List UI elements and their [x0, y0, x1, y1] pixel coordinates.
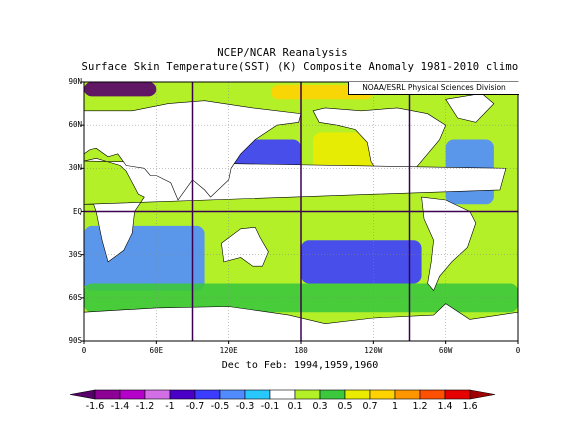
colorbar-swatch [319, 389, 346, 400]
colorbar-label: 0.3 [312, 401, 328, 412]
colorbar-swatch [344, 389, 371, 400]
colorbar-swatch [69, 389, 96, 400]
anomaly-region [84, 82, 157, 97]
date-caption: Dec to Feb: 1994,1959,1960 [221, 360, 379, 371]
lon-tick-label: 180 [294, 346, 308, 355]
lat-tick-label: 30S [68, 249, 82, 259]
colorbar-swatch [394, 389, 421, 400]
lat-tick-label: 90S [68, 336, 82, 345]
tick-marks [81, 81, 519, 344]
lon-tick-label: 0 [515, 346, 521, 355]
anomaly-region [301, 240, 422, 284]
credit-label: NOAA/ESRL Physical Sciences Division [348, 82, 519, 95]
lat-tick-label: 90N [68, 77, 82, 86]
colorbar-label: -0.5 [210, 401, 230, 412]
colorbar-label: -1.6 [85, 401, 105, 412]
lat-tick-label: EQ [72, 206, 82, 216]
colorbar-swatch [244, 389, 271, 400]
colorbar-label: -1 [165, 401, 175, 412]
colorbar-swatch [144, 389, 171, 400]
lat-tick-label: 30N [68, 163, 82, 173]
colorbar-swatch [369, 389, 396, 400]
colorbar-label: 1 [391, 401, 399, 412]
anomaly-region [270, 84, 374, 100]
colorbar-swatch [169, 389, 196, 400]
colorbar-swatch [294, 389, 321, 400]
lon-tick-label: 60E [149, 346, 164, 355]
colorbar-label: -0.1 [260, 401, 280, 412]
colorbar-swatch [119, 389, 146, 400]
lat-tick-label: 60N [68, 120, 82, 130]
colorbar-label: 0.5 [337, 401, 353, 412]
lon-tick-label: 120E [219, 346, 238, 355]
colorbar-label: 1.4 [437, 401, 453, 412]
colorbar-swatch [269, 389, 296, 400]
colorbar-label: 0.1 [287, 401, 303, 412]
colorbar-label: -1.4 [110, 401, 130, 412]
lat-tick-label: 60S [68, 292, 82, 302]
colorbar-label: -1.2 [135, 401, 155, 412]
colorbar-swatch [194, 389, 221, 400]
chart-title: NCEP/NCAR Reanalysis [217, 47, 348, 59]
colorbar-swatch [419, 389, 446, 400]
lon-tick-label: 0 [81, 346, 87, 355]
colorbar-label: 1.6 [462, 401, 478, 412]
colorbar-swatch [444, 389, 471, 400]
reference-lines [84, 82, 518, 341]
colorbar-label: -0.3 [235, 401, 255, 412]
colorbar-label: 0.7 [362, 401, 378, 412]
colorbar-swatch [219, 389, 246, 400]
lon-tick-label: 60W [438, 346, 453, 355]
colorbar-label: 1.2 [412, 401, 428, 412]
colorbar-swatch [469, 389, 496, 400]
colorbar-swatch [94, 389, 121, 400]
chart-subtitle: Surface Skin Temperature(SST) (K) Compos… [81, 61, 519, 73]
lon-tick-label: 120W [364, 346, 383, 355]
land-mass [221, 226, 269, 267]
colorbar-label: -0.7 [185, 401, 205, 412]
